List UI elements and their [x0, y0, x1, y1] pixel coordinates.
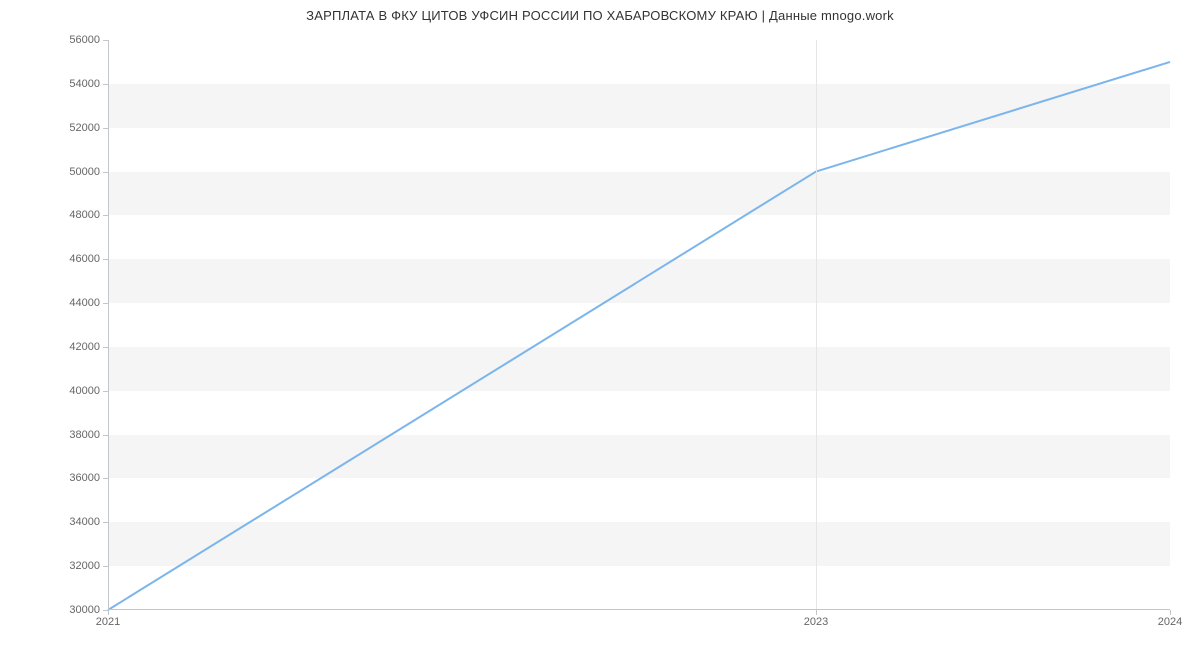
- series-line-salary: [108, 62, 1170, 610]
- y-tick-mark: [103, 84, 108, 85]
- y-tick-mark: [103, 391, 108, 392]
- y-tick-label: 32000: [58, 560, 100, 572]
- y-tick-mark: [103, 128, 108, 129]
- plot-area: [108, 40, 1170, 610]
- chart-title: ЗАРПЛАТА В ФКУ ЦИТОВ УФСИН РОССИИ ПО ХАБ…: [0, 8, 1200, 23]
- y-tick-label: 54000: [58, 78, 100, 90]
- y-tick-label: 30000: [58, 604, 100, 616]
- y-tick-label: 50000: [58, 166, 100, 178]
- x-tick-label: 2024: [1158, 616, 1182, 628]
- y-tick-mark: [103, 259, 108, 260]
- y-tick-mark: [103, 215, 108, 216]
- y-tick-mark: [103, 478, 108, 479]
- y-tick-mark: [103, 172, 108, 173]
- y-axis-line: [108, 40, 109, 610]
- y-tick-label: 52000: [58, 122, 100, 134]
- y-tick-label: 42000: [58, 341, 100, 353]
- x-tick-label: 2021: [96, 616, 120, 628]
- y-tick-label: 34000: [58, 516, 100, 528]
- y-tick-label: 46000: [58, 253, 100, 265]
- y-tick-mark: [103, 522, 108, 523]
- y-tick-label: 40000: [58, 385, 100, 397]
- y-tick-label: 38000: [58, 429, 100, 441]
- line-series-layer: [108, 40, 1170, 610]
- chart-container: ЗАРПЛАТА В ФКУ ЦИТОВ УФСИН РОССИИ ПО ХАБ…: [0, 0, 1200, 650]
- y-tick-label: 36000: [58, 472, 100, 484]
- y-tick-mark: [103, 40, 108, 41]
- x-tick-label: 2023: [804, 616, 828, 628]
- y-tick-mark: [103, 435, 108, 436]
- y-tick-label: 44000: [58, 297, 100, 309]
- x-axis-line: [108, 609, 1170, 610]
- y-tick-label: 56000: [58, 34, 100, 46]
- x-tick-mark: [816, 610, 817, 615]
- x-tick-mark: [1170, 610, 1171, 615]
- x-tick-mark: [108, 610, 109, 615]
- y-tick-mark: [103, 566, 108, 567]
- x-gridline: [816, 40, 817, 610]
- y-tick-mark: [103, 303, 108, 304]
- y-tick-mark: [103, 347, 108, 348]
- y-tick-label: 48000: [58, 209, 100, 221]
